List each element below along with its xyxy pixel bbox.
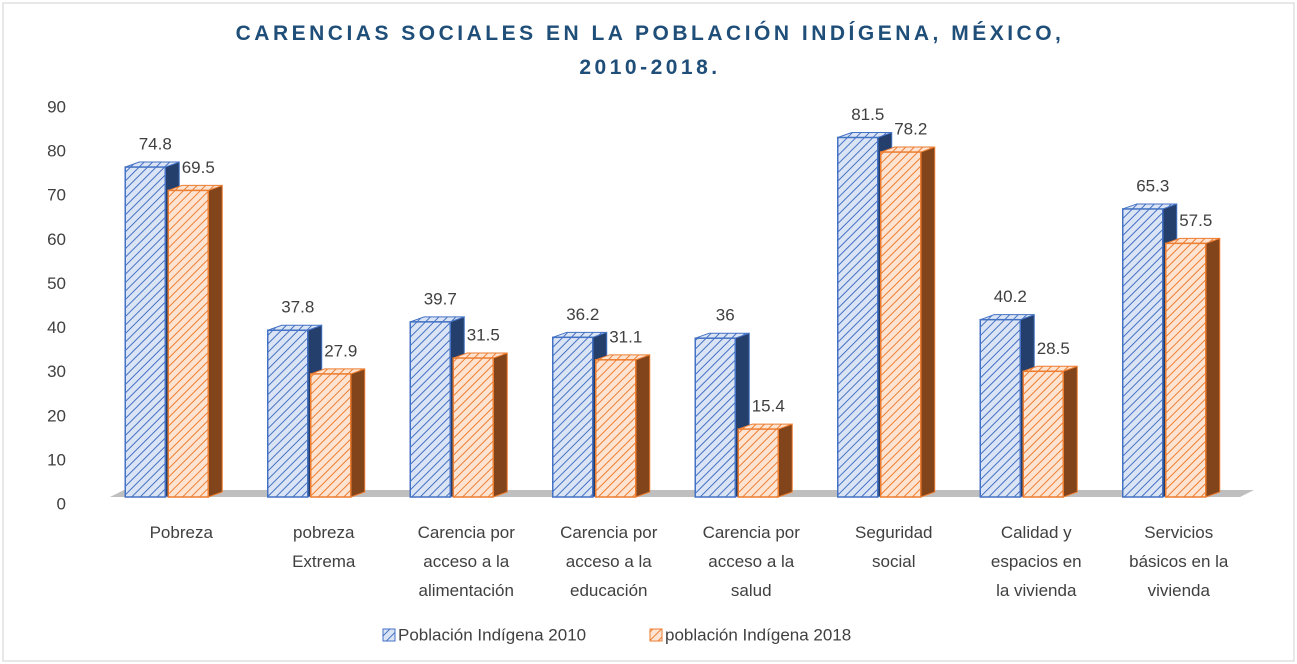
x-tick-label: pobreza Extrema	[292, 523, 356, 571]
bar	[1022, 365, 1078, 498]
bar	[1165, 237, 1221, 498]
data-label: 57.5	[1179, 211, 1212, 230]
data-label: 40.2	[994, 287, 1027, 306]
x-tick-label: Seguridad social	[855, 523, 933, 571]
bar-face	[552, 336, 594, 498]
bar-face	[979, 318, 1021, 498]
data-label: 81.5	[851, 105, 884, 124]
y-tick-label: 20	[47, 406, 66, 425]
bar-face	[1165, 242, 1207, 498]
bar	[737, 423, 793, 498]
data-label: 36	[716, 306, 735, 325]
bar	[880, 146, 936, 498]
bar-face	[124, 166, 166, 498]
bar-face	[837, 136, 879, 498]
legend-label: Población Indígena 2010	[398, 625, 586, 644]
bar-face	[595, 359, 637, 498]
data-label: 39.7	[424, 289, 457, 308]
bar	[452, 352, 508, 498]
y-tick-label: 50	[47, 274, 66, 293]
bar-face	[777, 423, 793, 498]
y-tick-label: 80	[47, 142, 66, 161]
x-tick-label: Pobreza	[150, 523, 214, 542]
x-tick-label: Servicios básicos en la vivienda	[1129, 523, 1229, 600]
data-label: 36.2	[566, 305, 599, 324]
bar	[167, 184, 223, 498]
bar-face	[267, 329, 309, 498]
legend-swatch	[382, 628, 396, 642]
bar-face	[737, 428, 779, 498]
bar-face	[207, 184, 223, 498]
bar-face	[694, 337, 736, 498]
data-label: 31.5	[467, 326, 500, 345]
data-label: 78.2	[894, 120, 927, 139]
bar-face	[635, 354, 651, 498]
y-tick-label: 40	[47, 318, 66, 337]
bar-face	[167, 189, 209, 498]
bar-face	[1122, 208, 1164, 498]
chart-title: CARENCIAS SOCIALES EN LA POBLACIÓN INDÍG…	[236, 21, 1065, 79]
legend-label: población Indígena 2018	[665, 625, 851, 644]
bar	[310, 368, 366, 498]
data-label: 69.5	[182, 158, 215, 177]
bar-face	[492, 352, 508, 498]
bar-face	[920, 146, 936, 498]
data-label: 31.1	[609, 327, 642, 346]
legend-swatch	[649, 628, 663, 642]
bar-face	[1062, 365, 1078, 498]
y-tick-label: 10	[47, 450, 66, 469]
data-label: 37.8	[281, 298, 314, 317]
bar-face	[409, 321, 451, 498]
y-tick-label: 30	[47, 362, 66, 381]
bar	[595, 354, 651, 498]
x-tick-label: Carencia por acceso a la alimentación	[418, 523, 516, 600]
bar-face	[452, 357, 494, 498]
data-label: 27.9	[324, 341, 357, 360]
x-tick-label: Carencia por acceso a la educación	[560, 523, 658, 600]
data-label: 15.4	[752, 397, 785, 416]
bar-face	[1022, 370, 1064, 498]
y-tick-label: 0	[57, 494, 66, 513]
y-tick-label: 70	[47, 186, 66, 205]
bar-face	[880, 151, 922, 498]
data-label: 65.3	[1136, 176, 1169, 195]
x-tick-label: Carencia por acceso a la salud	[703, 523, 801, 600]
bar-face	[310, 373, 352, 498]
floor	[110, 490, 1254, 497]
y-tick-label: 90	[47, 97, 66, 116]
y-tick-label: 60	[47, 230, 66, 249]
bar-face	[350, 368, 366, 498]
data-label: 28.5	[1037, 339, 1070, 358]
x-tick-label: Calidad y espacios en la vivienda	[991, 523, 1082, 600]
bar-face	[1205, 237, 1221, 498]
data-label: 74.8	[139, 135, 172, 154]
